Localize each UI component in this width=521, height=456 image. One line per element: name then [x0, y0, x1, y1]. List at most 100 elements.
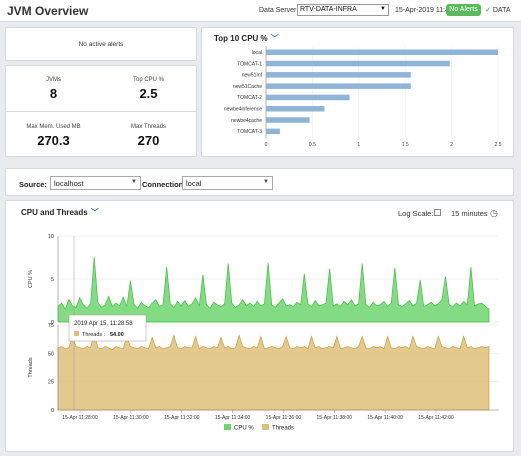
top-bar: JVM Overview Data Server: RTV-DATA-INFRA… [0, 0, 521, 22]
bar [266, 60, 450, 67]
top-cpu-chart: 0 0.5 1 1.5 2 2.5 local TOMCAT-1 new51Inf new51Ca… [224, 46, 502, 148]
y-tick-label: 10 [48, 234, 54, 240]
time-range-label[interactable]: 15 minutes [451, 209, 488, 218]
kpi-jvms[interactable]: JVMs 8 [6, 66, 101, 111]
data-status: ✓ DATA [485, 6, 511, 14]
data-server-label: Data Server: [259, 7, 299, 14]
tooltip-time: 2019 Apr 15, 11:28:58 [74, 321, 133, 327]
y-tick-label: 0 [51, 320, 54, 326]
chevron-down-icon: ▼ [131, 179, 137, 185]
data-status-label: DATA [492, 7, 511, 14]
bar [266, 128, 280, 135]
no-alerts-text: No active alerts [78, 41, 124, 48]
chevron-down-icon: ▼ [263, 179, 269, 185]
legend-swatch [262, 424, 269, 430]
bar [266, 106, 325, 112]
x-tick-label: 15-Apr 11:34:00 [215, 415, 251, 421]
kpi-top-cpu-value: 2.5 [139, 86, 158, 101]
bar-category-label: local [252, 50, 262, 56]
connection-select[interactable]: local ▼ [182, 176, 273, 190]
data-server-value: RTV-DATA-INFRA [300, 6, 357, 13]
chevron-down-icon: ﹀ [90, 208, 99, 217]
bar-category-label: TOMCAT-2 [237, 95, 262, 101]
kpi-max-mem-label: Max Mem. Used MB [26, 124, 81, 130]
kpi-max-mem-value: 270.3 [37, 133, 70, 148]
x-tick-label: 15-Apr 11:36:00 [266, 415, 302, 421]
bar-category-label: newbe4cache [231, 118, 262, 124]
y-tick-label: 50 [48, 351, 54, 357]
bar-category-label: new51Inf [242, 73, 263, 79]
bar [266, 83, 411, 89]
x-tick-label: 15-Apr 11:38:00 [317, 415, 353, 421]
kpi-jvms-value: 8 [49, 86, 58, 101]
x-tick-label: 15-Apr 11:32:00 [164, 415, 200, 421]
bar [266, 49, 498, 55]
y-axis-label: Threads [28, 357, 34, 377]
bar [266, 94, 350, 101]
log-scale-checkbox[interactable] [434, 209, 441, 216]
trend-title-text: CPU and Threads [21, 208, 88, 217]
kpi-top-cpu-label: Top CPU % [132, 77, 164, 83]
legend-label: Threads [272, 426, 294, 432]
alerts-panel: No active alerts [5, 27, 197, 61]
filter-bar: Source: localhost ▼ Connection: local ▼ [5, 168, 514, 196]
bar [266, 117, 310, 123]
y-tick-label: 5 [51, 277, 54, 283]
x-tick-label: 1.5 [402, 142, 409, 148]
x-tick-label: 2.5 [495, 142, 502, 148]
page-title: JVM Overview [7, 4, 89, 18]
alert-status-badge[interactable]: No Alerts [446, 4, 481, 16]
bar-category-label: new51Cache [233, 84, 262, 90]
source-label: Source: [19, 180, 47, 189]
log-scale-label: Log Scale: [398, 209, 434, 218]
kpi-max-mem[interactable]: Max Mem. Used MB 270.3 [6, 112, 101, 157]
x-tick-label: 15-Apr 11:30:00 [113, 415, 149, 421]
kpi-max-threads-label: Max Threads [131, 124, 166, 130]
connection-label: Connection: [142, 180, 186, 189]
trend-panel: CPU and Threads ﹀ Log Scale: 15 minutes ◷… [5, 200, 514, 452]
data-server-select[interactable]: RTV-DATA-INFRA ▼ [297, 4, 389, 16]
check-icon: ✓ [485, 7, 491, 14]
tooltip-swatch [74, 331, 79, 336]
series-area-threads [57, 332, 490, 411]
legend-swatch [224, 424, 231, 430]
top-cpu-title-text: Top 10 CPU % [214, 34, 268, 43]
x-tick-label: 0 [265, 142, 268, 148]
x-tick-label: 15-Apr 11:40:00 [367, 415, 403, 421]
x-tick-label: 2 [450, 142, 453, 148]
bar-category-label: newbe4inference [224, 107, 262, 113]
y-tick-label: 25 [48, 380, 54, 386]
x-tick-label: 15-Apr 11:42:00 [418, 415, 454, 421]
clock-icon[interactable]: ◷ [490, 208, 498, 218]
tooltip-value: 54.00 [110, 332, 124, 338]
kpi-divider [6, 111, 196, 112]
trend-title[interactable]: CPU and Threads ﹀ [21, 207, 99, 218]
cpu-threads-chart: 0 5 10 CPU % 0 25 50 75 Threads 15-Apr 11:28:00 15… [28, 234, 499, 432]
y-tick-label: 75 [48, 323, 54, 329]
x-tick-label: 0.5 [309, 142, 316, 148]
bar-category-label: TOMCAT-1 [237, 61, 262, 67]
bar [266, 72, 411, 78]
tooltip-box [68, 314, 147, 342]
kpi-jvms-label: JVMs [46, 77, 61, 83]
source-select[interactable]: localhost ▼ [50, 176, 141, 190]
kpi-max-threads-value: 270 [137, 133, 160, 148]
y-tick-label: 0 [51, 408, 54, 414]
x-tick-label: 1 [357, 142, 360, 148]
connection-value: local [186, 179, 202, 188]
bar-category-label: TOMCAT-3 [237, 129, 262, 135]
y-axis-label: CPU % [28, 270, 34, 288]
timestamp: 15-Apr-2019 11:42 [395, 7, 453, 14]
kpi-panel: JVMs 8 Top CPU % 2.5 Max Mem. Used MB 27… [5, 65, 197, 157]
kpi-max-threads[interactable]: Max Threads 270 [101, 112, 196, 157]
source-value: localhost [54, 179, 84, 188]
legend-label: CPU % [234, 426, 254, 432]
kpi-top-cpu[interactable]: Top CPU % 2.5 [101, 66, 196, 111]
chevron-down-icon: ﹀ [270, 34, 279, 43]
chevron-down-icon: ▼ [380, 6, 386, 12]
tooltip-series: Threads : [82, 332, 106, 338]
top-cpu-title[interactable]: Top 10 CPU % ﹀ [214, 33, 279, 44]
x-tick-label: 15-Apr 11:28:00 [62, 415, 98, 421]
top-cpu-panel: Top 10 CPU % ﹀ 0 0.5 1 1.5 2 2.5 local TOMCAT-1 n… [201, 27, 514, 157]
series-area-cpu [57, 256, 490, 323]
